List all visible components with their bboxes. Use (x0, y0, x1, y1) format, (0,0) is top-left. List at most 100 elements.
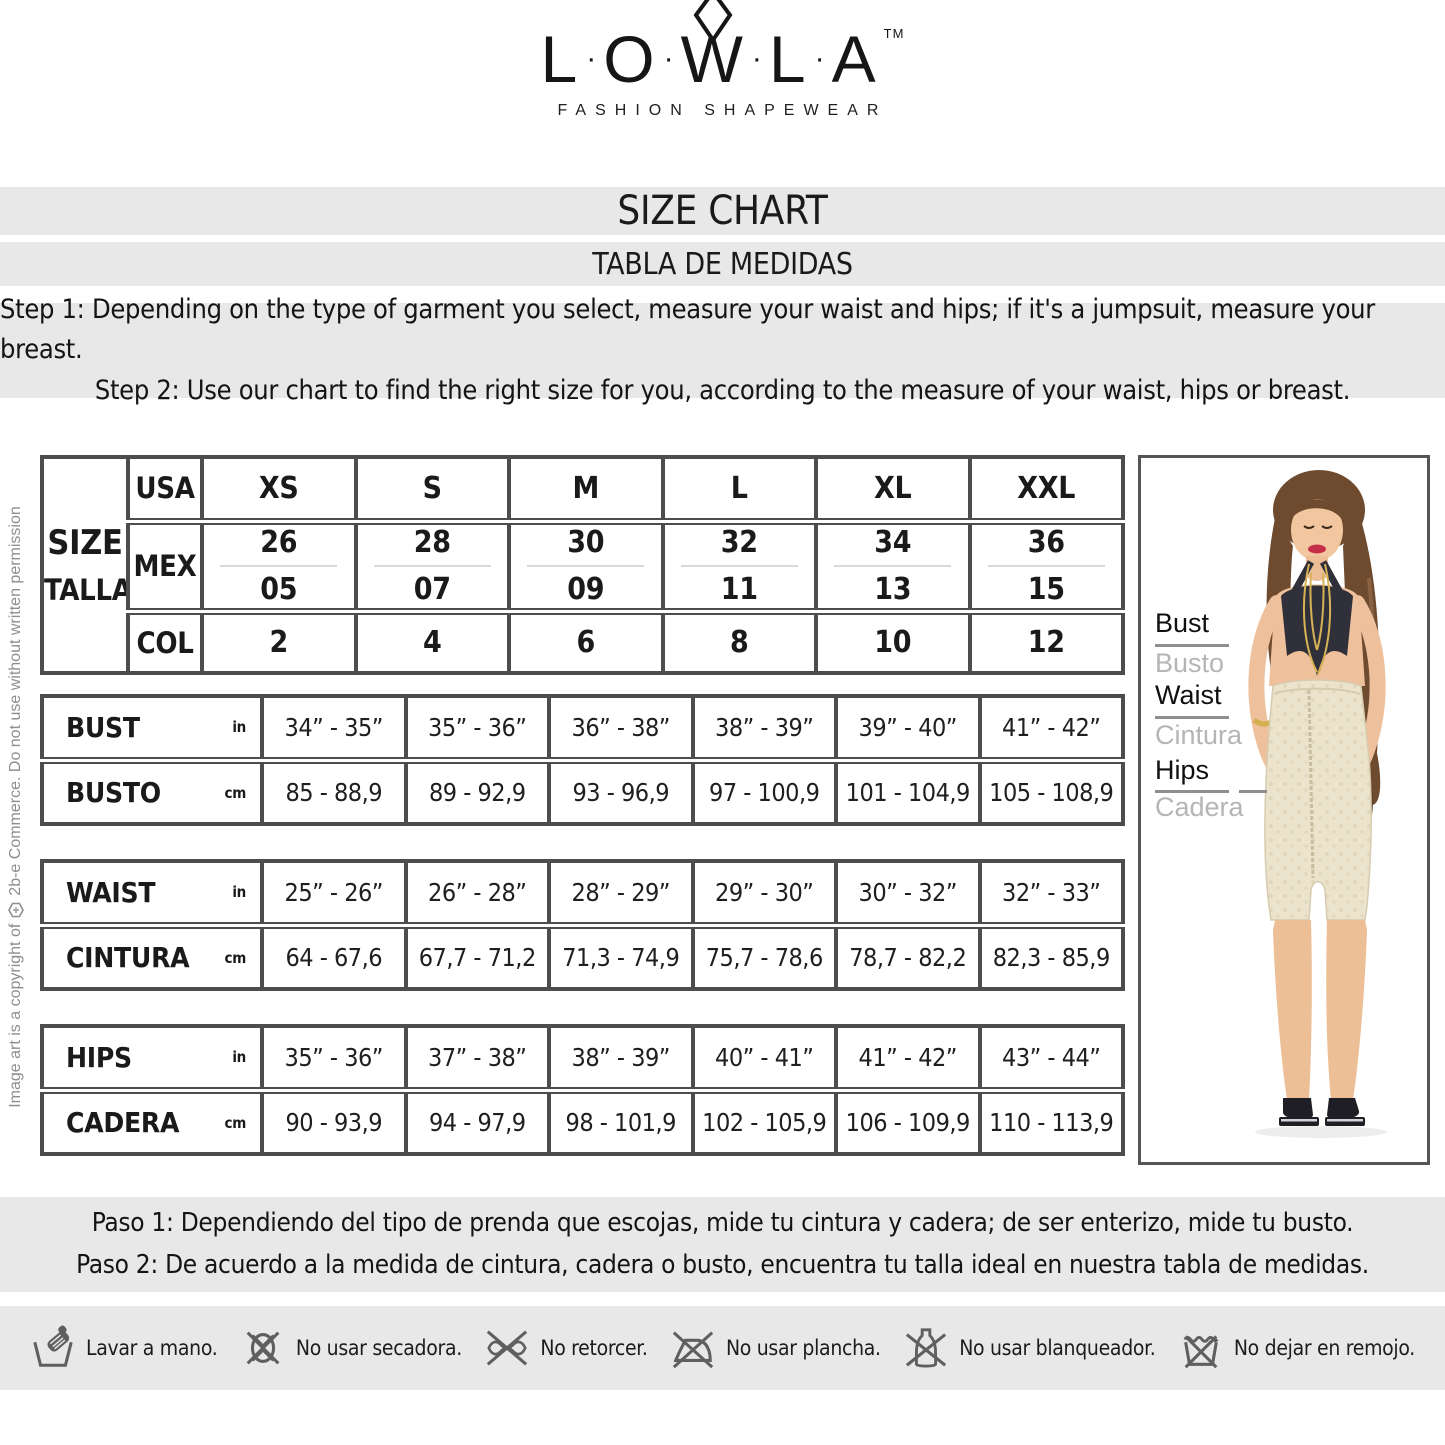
care-label: No usar secadora. (295, 1336, 462, 1360)
busto-cm-label-cell: BUSTO cm (40, 756, 264, 826)
figure-label-hips: Hips (1155, 755, 1210, 785)
brand-separator: · (814, 42, 825, 75)
cadera-cm-cell: 106 - 109,9 (834, 1086, 982, 1156)
mex-size-cell: 26 05 (200, 517, 358, 613)
waist-in-cell: 25” - 26” (260, 859, 408, 927)
hips-in-cell: 40” - 41” (690, 1024, 838, 1092)
usa-size-cell: XL (814, 455, 972, 523)
bust-in-cell: 34” - 35” (260, 694, 408, 762)
usa-size-cell: S (353, 455, 511, 523)
care-item-no-wring: No retorcer. (484, 1325, 648, 1371)
usa-size-cell: XS (200, 455, 358, 523)
size-chart-title-band: SIZE CHART (0, 187, 1445, 235)
waist-in-cell: 32” - 33” (977, 859, 1125, 927)
brand-letter: L (540, 22, 580, 96)
no-wring-icon (487, 1330, 528, 1366)
waist-in-cell: 28” - 29” (547, 859, 695, 927)
care-label: No dejar en remojo. (1233, 1336, 1415, 1360)
brand-tagline: FASHION SHAPEWEAR (557, 102, 888, 119)
region-label-mex: MEX (126, 517, 204, 613)
corner-label-talla: TALLA (44, 573, 128, 607)
no-bleach-icon (906, 1328, 947, 1368)
brand-wordmark: L · O · W · L · A TM (540, 0, 905, 96)
page-subtitle: TABLA DE MEDIDAS (592, 246, 853, 282)
cintura-cm-label-cell: CINTURA cm (40, 921, 264, 991)
model-figure-illustration (1248, 470, 1387, 1138)
bust-measurement-table: BUST in 34” - 35” 35” - 36” 36” - 38” 38”… (40, 694, 1125, 826)
figure-label-cadera: Cadera (1155, 792, 1244, 822)
usa-size-cell: L (660, 455, 818, 523)
bust-in-label-cell: BUST in (40, 694, 264, 762)
bust-in-cell: 35” - 36” (403, 694, 551, 762)
care-label: No retorcer. (540, 1336, 648, 1360)
care-label: No usar plancha. (725, 1336, 881, 1360)
mex-size-cell: 32 11 (660, 517, 818, 613)
copyright-notice: Image art is a copyright of 2b-e Commerc… (4, 457, 28, 1157)
care-item-no-iron: No usar plancha. (670, 1325, 881, 1371)
figure-label-waist: Waist (1155, 680, 1222, 710)
col-size-cell: 2 (200, 607, 358, 675)
size-chart-subtitle-band: TABLA DE MEDIDAS (0, 242, 1445, 286)
col-size-cell: 4 (353, 607, 511, 675)
waist-in-cell: 26” - 28” (403, 859, 551, 927)
care-item-hand-wash: Lavar a mano. (30, 1325, 218, 1371)
care-label: Lavar a mano. (86, 1336, 218, 1360)
2be-commerce-logo-icon (8, 902, 24, 918)
waist-in-label-cell: WAIST in (40, 859, 264, 927)
cintura-cm-cell: 75,7 - 78,6 (690, 921, 838, 991)
usa-size-cell: M (507, 455, 665, 523)
hips-in-cell: 37” - 38” (403, 1024, 551, 1092)
corner-label-size: SIZE (47, 523, 123, 563)
figure-label-bust: Bust (1155, 608, 1210, 638)
copyright-text-part2: 2b-e Commerce. Do not use without writte… (7, 506, 24, 896)
hips-measurement-table: HIPS in 35” - 36” 37” - 38” 38” - 39” 40”… (40, 1024, 1125, 1156)
instructions-english-band: Step 1: Depending on the type of garment… (0, 294, 1445, 406)
hips-pointer-dash (1239, 790, 1267, 793)
no-dryer-icon (246, 1331, 280, 1365)
measurement-guide-panel: Bust Busto Waist Cintura Hips Cadera (1138, 455, 1430, 1165)
bust-in-cell: 39” - 40” (834, 694, 982, 762)
mex-size-cell: 30 09 (507, 517, 665, 613)
diamond-icon (693, 0, 733, 43)
bust-in-cell: 38” - 39” (690, 694, 838, 762)
size-talla-corner-cell: SIZE TALLA (40, 455, 130, 675)
no-soak-icon (1183, 1335, 1219, 1369)
waist-pointer-line (1155, 716, 1229, 719)
trademark-symbol: TM (883, 26, 905, 41)
mex-size-cell: 28 07 (353, 517, 511, 613)
brand-separator: · (663, 42, 674, 75)
busto-cm-cell: 97 - 100,9 (690, 756, 838, 826)
cadera-cm-cell: 110 - 113,9 (977, 1086, 1125, 1156)
waist-in-cell: 30” - 32” (834, 859, 982, 927)
hips-in-cell: 41” - 42” (834, 1024, 982, 1092)
care-item-no-dryer: No usar secadora. (240, 1325, 462, 1371)
instructions-spanish-band: Paso 1: Dependiendo del tipo de prenda q… (0, 1197, 1445, 1292)
care-item-no-bleach: No usar blanqueador. (903, 1325, 1156, 1371)
hips-in-cell: 43” - 44” (977, 1024, 1125, 1092)
cintura-cm-cell: 78,7 - 82,2 (834, 921, 982, 991)
size-conversion-table: SIZE TALLA USA XS S M L XL XXL MEX 26 05 … (40, 455, 1125, 675)
cintura-cm-cell: 64 - 67,6 (260, 921, 408, 991)
step-1-text: Step 1: Depending on the type of garment… (0, 293, 1375, 366)
cadera-cm-cell: 98 - 101,9 (547, 1086, 695, 1156)
hips-pointer-line (1155, 790, 1229, 793)
cadera-cm-label-cell: CADERA cm (40, 1086, 264, 1156)
no-iron-icon (672, 1331, 714, 1369)
brand-logo: L · O · W · L · A TM FASHION SHAPEWEAR (0, 0, 1445, 120)
region-label-usa: USA (126, 455, 204, 523)
busto-cm-cell: 89 - 92,9 (403, 756, 551, 826)
figure-label-busto: Busto (1155, 648, 1225, 678)
mex-size-cell: 34 13 (814, 517, 972, 613)
hips-in-cell: 35” - 36” (260, 1024, 408, 1092)
cadera-cm-cell: 102 - 105,9 (690, 1086, 838, 1156)
figure-label-cintura: Cintura (1155, 720, 1243, 750)
cadera-cm-cell: 90 - 93,9 (260, 1086, 408, 1156)
bust-in-cell: 36” - 38” (547, 694, 695, 762)
bust-pointer-line (1155, 644, 1229, 647)
col-size-cell: 12 (967, 607, 1125, 675)
care-item-no-soak: No dejar en remojo. (1178, 1325, 1415, 1371)
cintura-cm-cell: 82,3 - 85,9 (977, 921, 1125, 991)
brand-separator: · (751, 42, 762, 75)
usa-size-cell: XXL (967, 455, 1125, 523)
